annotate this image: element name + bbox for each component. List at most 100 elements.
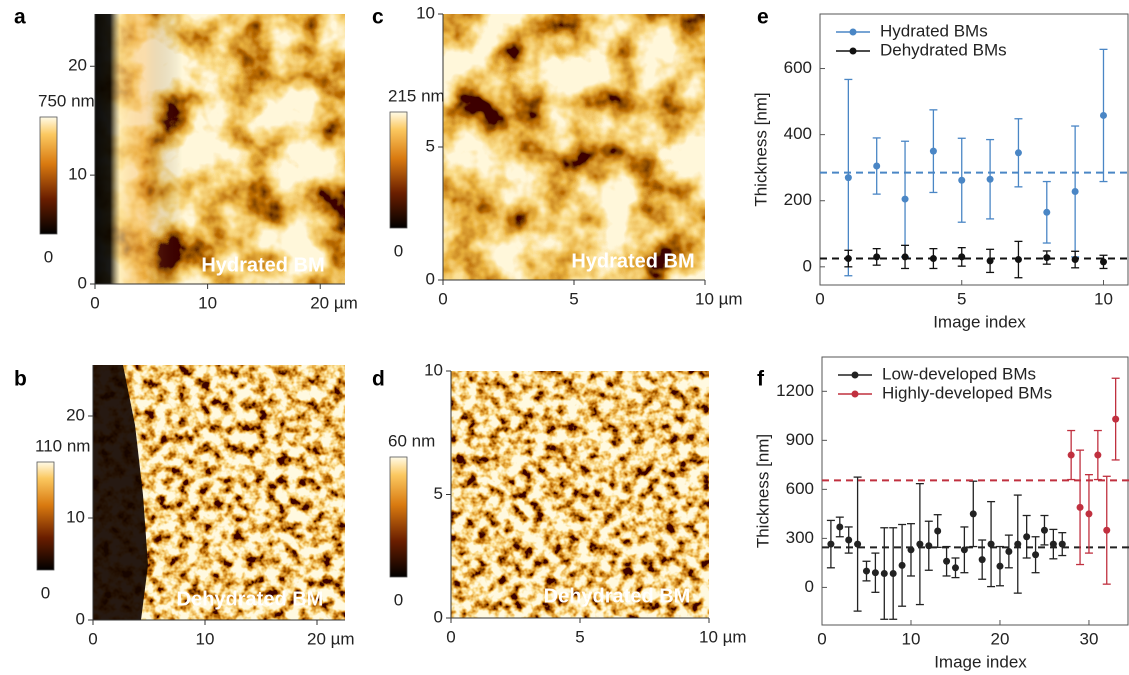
y-tick-label: 600 (784, 58, 812, 77)
x-tick-label: 0 (815, 289, 824, 308)
y-tick-label: 10 (416, 3, 435, 22)
panel-letter: b (14, 368, 27, 391)
y-tick-label: 20 (68, 56, 87, 75)
annotation: Dehydrated BM (544, 585, 691, 607)
data-point (844, 174, 852, 182)
data-point (1071, 187, 1079, 195)
data-point (862, 567, 870, 575)
x-axis-label: Image index (933, 312, 1026, 331)
data-point (827, 540, 835, 548)
y-tick-label: 10 (66, 507, 85, 526)
y-tick-label: 900 (786, 430, 814, 449)
legend-marker (851, 390, 859, 398)
colorbar (389, 456, 408, 578)
annotation: Hydrated BM (571, 250, 694, 272)
y-tick-label: 600 (786, 479, 814, 498)
x-tick-label: 0 (90, 293, 99, 312)
data-point (901, 195, 909, 203)
panel-letter: f (757, 368, 765, 391)
x-tick-label: 5 (575, 627, 584, 646)
data-point (929, 255, 937, 263)
data-point (1032, 551, 1040, 559)
data-point (925, 542, 933, 550)
x-tick-label: 20 (991, 629, 1010, 648)
data-point (929, 147, 937, 155)
x-tick-label: 5 (957, 289, 966, 308)
data-point (1023, 533, 1031, 541)
colorbar-label: 0 (394, 590, 403, 609)
x-tick-label: 10 µm (699, 627, 747, 646)
panel-letter: a (14, 6, 26, 29)
data-point (958, 176, 966, 184)
colorbar-label: 0 (44, 247, 53, 266)
data-point (1049, 540, 1057, 548)
plot-frame (819, 13, 1129, 286)
x-tick-label: 0 (438, 289, 447, 308)
x-tick-label: 10 µm (695, 289, 743, 308)
y-axis-label: Thickness [nm] (753, 434, 772, 548)
y-tick-label: 20 (66, 405, 85, 424)
colorbar-label: 60 nm (388, 431, 435, 450)
annotation: Dehydrated BM (177, 588, 324, 610)
data-point (898, 561, 906, 569)
y-tick-label: 0 (426, 269, 435, 288)
legend-label: Highly-developed BMs (882, 383, 1052, 402)
colorbar-label: 0 (41, 583, 50, 602)
y-tick-label: 5 (434, 484, 443, 503)
panel-a: 0 10 20 µm 0 10 20 750 nm 0 Hydrated BM a (14, 6, 358, 313)
legend-marker (849, 47, 857, 55)
data-point (996, 562, 1004, 570)
legend-marker (849, 28, 857, 36)
colorbar (36, 461, 55, 571)
panel-letter: d (372, 368, 385, 391)
data-point (958, 253, 966, 261)
x-tick-label: 10 (902, 629, 921, 648)
colorbar-label: 0 (394, 241, 403, 260)
data-point (1085, 510, 1093, 518)
y-axis-label: Thickness [nm] (751, 92, 770, 206)
data-point (845, 536, 853, 544)
y-tick-label: 10 (68, 165, 87, 184)
colorbar (39, 116, 58, 235)
x-tick-label: 10 (196, 629, 215, 648)
legend-label: Low-developed BMs (882, 364, 1036, 383)
x-tick-label: 0 (817, 629, 826, 648)
afm-image (443, 14, 705, 280)
colorbar (389, 111, 408, 229)
y-tick-label: 300 (786, 528, 814, 547)
x-tick-label: 20 µm (310, 293, 358, 312)
data-point (969, 510, 977, 518)
y-tick-label: 5 (426, 136, 435, 155)
data-point (1067, 451, 1075, 459)
afm-overlay (95, 14, 345, 284)
data-point (1094, 451, 1102, 459)
y-tick-label: 0 (434, 607, 443, 626)
x-axis-label: Image index (934, 652, 1027, 671)
colorbar-label: 110 nm (35, 436, 90, 455)
panel-d: 0 5 10 µm 0 5 10 60 nm 0 Dehydrated BM d (372, 360, 747, 646)
panel-letter: c (372, 6, 384, 29)
data-point (1112, 415, 1120, 423)
data-point (1103, 526, 1111, 534)
data-point (1040, 526, 1048, 534)
colorbar-label: 215 nm (388, 86, 445, 105)
data-point (986, 175, 994, 183)
data-point (880, 570, 888, 578)
afm-image (451, 371, 709, 618)
legend-label: Hydrated BMs (880, 21, 988, 40)
annotation: Hydrated BM (201, 254, 324, 276)
y-tick-label: 400 (784, 124, 812, 143)
data-point (889, 570, 897, 578)
data-point (871, 569, 879, 577)
data-point (873, 253, 881, 261)
plot-frame (821, 356, 1129, 626)
x-tick-label: 10 (198, 293, 217, 312)
data-point (1014, 540, 1022, 548)
y-tick-label: 10 (424, 360, 443, 379)
x-tick-label: 5 (569, 289, 578, 308)
data-point (1043, 254, 1051, 262)
legend-label: Dehydrated BMs (880, 40, 1007, 59)
panel-c: 0 5 10 µm 0 5 10 215 nm 0 Hydrated BM c (372, 3, 743, 308)
data-point (1099, 258, 1107, 266)
